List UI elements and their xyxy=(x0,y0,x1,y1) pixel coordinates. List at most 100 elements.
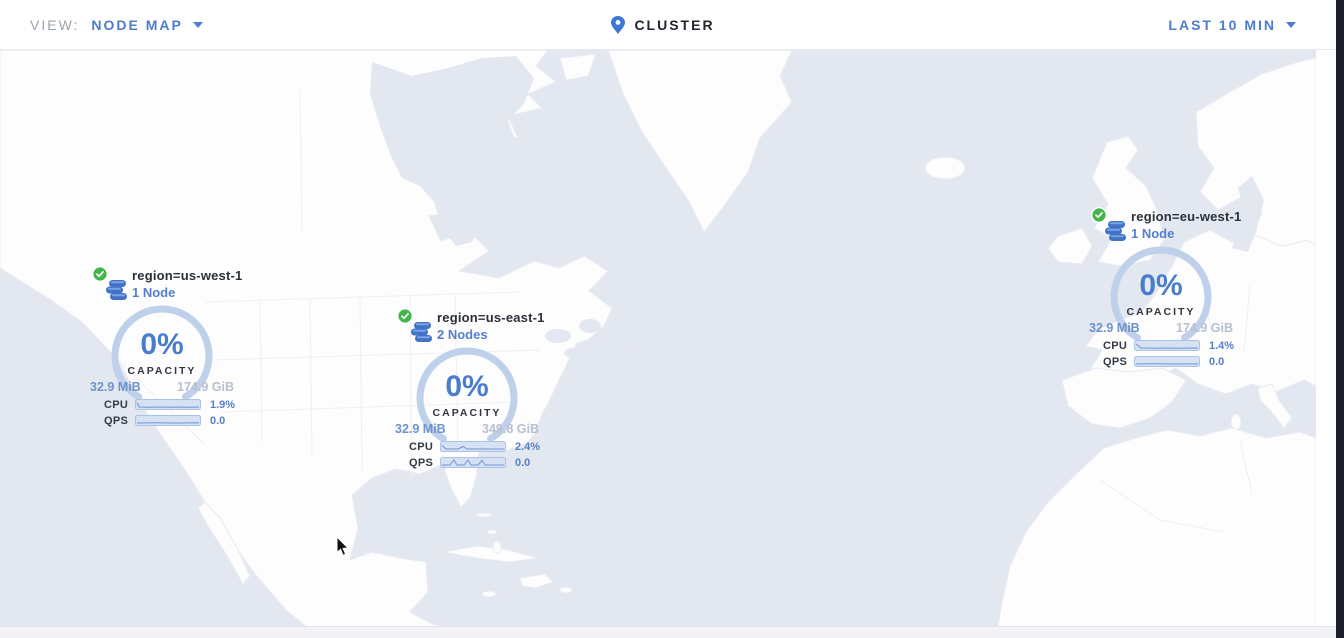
water-great-lake xyxy=(545,329,571,343)
land-baja xyxy=(197,501,251,585)
capacity-percent: 0% xyxy=(1139,269,1183,302)
window-edge xyxy=(1336,0,1344,638)
water-great-lake xyxy=(608,334,632,346)
capacity-percent: 0% xyxy=(445,370,489,403)
view-selector-group: VIEW: NODE MAP xyxy=(0,17,611,33)
healthy-check-icon xyxy=(92,266,108,282)
qps-metric-row: QPS 0.0 xyxy=(104,414,225,427)
cpu-label: CPU xyxy=(104,398,129,411)
capacity-gauge-ring xyxy=(1110,246,1212,342)
view-label: VIEW: xyxy=(30,16,80,33)
capacity-total: 174.9 GiB xyxy=(1176,321,1233,335)
node-marker-us-west-1[interactable]: region=us-west-1 1 Node 0% CAPACITY 32.9… xyxy=(88,264,242,432)
land-jamaica xyxy=(481,590,497,598)
water-hudson-bay xyxy=(370,56,534,246)
qps-value: 0.0 xyxy=(210,414,226,427)
capacity-range: 32.9 MiB 174.9 GiB xyxy=(90,380,234,394)
land-sardinia xyxy=(1230,413,1242,431)
healthy-check-icon xyxy=(397,308,413,324)
land-bahamas xyxy=(492,540,502,554)
land-arctic-island xyxy=(559,53,597,81)
map-pin-icon xyxy=(611,15,626,34)
capacity-label: CAPACITY xyxy=(127,365,197,377)
capacity-percent: 0% xyxy=(140,328,184,361)
database-node-icon xyxy=(106,280,127,300)
land-hispaniola xyxy=(519,573,554,589)
land-africa xyxy=(995,427,1316,638)
capacity-used: 32.9 MiB xyxy=(90,380,141,394)
world-map-canvas[interactable]: region=us-west-1 1 Node 0% CAPACITY 32.9… xyxy=(0,50,1344,638)
qps-label: QPS xyxy=(104,414,129,427)
capacity-gauge-ring xyxy=(416,347,518,443)
land-italy xyxy=(1257,383,1293,429)
land-iberia xyxy=(1061,367,1187,429)
qps-label: QPS xyxy=(409,456,434,469)
qps-metric-row: QPS 0.0 xyxy=(409,456,530,469)
cpu-value: 1.4% xyxy=(1209,339,1235,352)
water-baltic xyxy=(1232,176,1264,252)
time-range-group: LAST 10 MIN xyxy=(715,17,1344,33)
node-header: region=us-west-1 1 Node xyxy=(88,264,242,304)
land-greenland xyxy=(607,50,793,233)
capacity-range: 32.9 MiB 349.8 GiB xyxy=(395,422,539,436)
chevron-down-icon xyxy=(192,21,203,28)
region-label: region=us-west-1 xyxy=(132,268,243,283)
healthy-check-icon xyxy=(1091,207,1107,223)
cpu-sparkline xyxy=(1134,340,1200,351)
cpu-sparkline xyxy=(440,441,506,452)
topbar: VIEW: NODE MAP CLUSTER LAST 10 MIN xyxy=(0,0,1344,50)
qps-value: 0.0 xyxy=(1209,355,1225,368)
capacity-used: 32.9 MiB xyxy=(395,422,446,436)
chevron-down-icon xyxy=(1286,21,1296,28)
qps-sparkline xyxy=(1134,356,1200,367)
qps-metric-row: QPS 0.0 xyxy=(1103,355,1224,368)
region-label: region=eu-west-1 xyxy=(1131,209,1242,224)
time-range-dropdown[interactable]: LAST 10 MIN xyxy=(1168,17,1296,33)
cpu-sparkline xyxy=(135,399,201,410)
cpu-metric-row: CPU 1.4% xyxy=(1103,339,1234,352)
node-count: 1 Node xyxy=(1131,226,1175,241)
capacity-used: 32.9 MiB xyxy=(1089,321,1140,335)
node-marker-eu-west-1[interactable]: region=eu-west-1 1 Node 0% CAPACITY 32.9… xyxy=(1087,205,1241,373)
cluster-breadcrumb-label: CLUSTER xyxy=(634,16,715,33)
node-marker-us-east-1[interactable]: region=us-east-1 2 Nodes 0% CAPACITY 32.… xyxy=(393,306,544,474)
breadcrumb[interactable]: CLUSTER xyxy=(611,15,715,34)
database-node-icon xyxy=(1105,221,1126,241)
cpu-metric-row: CPU 1.9% xyxy=(104,398,235,411)
qps-label: QPS xyxy=(1103,355,1128,368)
cpu-label: CPU xyxy=(409,440,434,453)
capacity-gauge-ring xyxy=(111,305,213,401)
water-great-lake xyxy=(579,319,601,333)
capacity-range: 32.9 MiB 174.9 GiB xyxy=(1089,321,1233,335)
land-ireland xyxy=(1047,227,1093,265)
capacity-total: 174.9 GiB xyxy=(177,380,234,394)
qps-value: 0.0 xyxy=(515,456,531,469)
cpu-label: CPU xyxy=(1103,339,1128,352)
mouse-cursor xyxy=(336,537,349,556)
land-iceland xyxy=(924,156,966,180)
capacity-label: CAPACITY xyxy=(432,407,502,419)
cpu-value: 1.9% xyxy=(210,398,236,411)
land-bahamas xyxy=(486,529,498,535)
qps-sparkline xyxy=(135,415,201,426)
node-header: region=eu-west-1 1 Node xyxy=(1087,205,1241,245)
land-puerto-rico xyxy=(559,586,573,594)
capacity-total: 349.8 GiB xyxy=(482,422,539,436)
cpu-value: 2.4% xyxy=(515,440,541,453)
map-bottom-strip xyxy=(0,626,1344,638)
database-node-icon xyxy=(411,322,432,342)
region-label: region=us-east-1 xyxy=(437,310,545,325)
view-dropdown[interactable]: NODE MAP xyxy=(79,16,203,33)
node-count: 1 Node xyxy=(132,285,176,300)
land-bahamas xyxy=(475,512,493,518)
node-count: 2 Nodes xyxy=(437,327,488,342)
qps-sparkline xyxy=(440,457,506,468)
cpu-metric-row: CPU 2.4% xyxy=(409,440,540,453)
view-dropdown-value: NODE MAP xyxy=(91,16,183,33)
time-range-value: LAST 10 MIN xyxy=(1168,16,1276,33)
node-header: region=us-east-1 2 Nodes xyxy=(393,306,544,346)
capacity-label: CAPACITY xyxy=(1126,306,1196,318)
water-great-lake xyxy=(564,348,582,358)
land-cuba xyxy=(442,545,539,563)
